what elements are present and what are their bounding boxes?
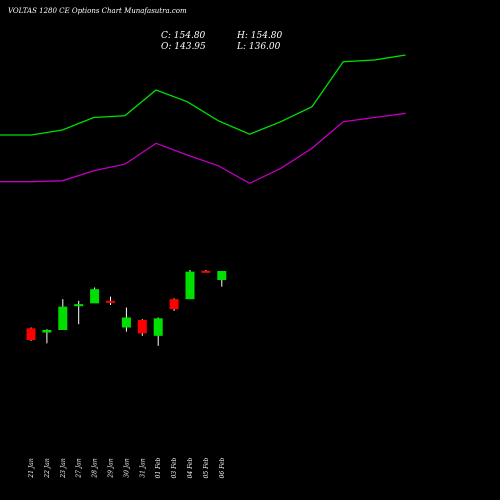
x-tick-label: 27 Jan xyxy=(76,458,83,479)
candle-29-jan xyxy=(106,296,115,305)
candle-body xyxy=(90,289,100,304)
x-tick-label: 31 Jan xyxy=(139,458,146,478)
chart-title: VOLTAS 1280 CE Options Chart Munafasutra… xyxy=(8,7,187,15)
candle-body xyxy=(106,300,115,303)
low-value: L: 136.00 xyxy=(237,42,281,52)
candle-body xyxy=(185,271,195,300)
candle-body xyxy=(217,271,227,281)
band-line-1 xyxy=(0,54,406,136)
candle-23-jan xyxy=(58,299,68,330)
candle-05-feb xyxy=(201,270,211,273)
band-line-2 xyxy=(0,112,406,185)
candle-06-feb xyxy=(217,271,227,287)
candle-body xyxy=(169,299,179,310)
x-tick-label: 30 Jan xyxy=(123,458,130,478)
candle-21-jan xyxy=(26,327,36,341)
candle-31-jan xyxy=(137,319,147,336)
candle-28-jan xyxy=(90,287,100,304)
x-tick-label: 23 Jan xyxy=(60,458,67,479)
candle-body xyxy=(42,330,52,333)
candle-body xyxy=(26,328,36,340)
candle-body xyxy=(137,320,147,334)
close-value: C: 154.80 xyxy=(161,31,206,41)
candle-27-jan xyxy=(74,300,84,325)
x-tick-label: 01 Feb xyxy=(155,457,162,478)
x-tick-label: 22 Jan xyxy=(44,458,51,479)
x-tick-label: 21 Jan xyxy=(28,458,35,479)
x-tick-label: 28 Jan xyxy=(92,458,99,479)
candle-body xyxy=(201,270,211,273)
x-tick-label: 06 Feb xyxy=(219,457,226,478)
candle-01-feb xyxy=(153,317,163,346)
candle-body xyxy=(74,304,84,307)
candle-body xyxy=(58,306,68,330)
candle-04-feb xyxy=(185,270,195,300)
x-tick-label: 03 Feb xyxy=(171,457,178,478)
high-value: H: 154.80 xyxy=(237,31,283,41)
candle-body xyxy=(121,317,131,328)
x-tick-label: 05 Feb xyxy=(203,457,210,478)
candle-22-jan xyxy=(42,329,52,344)
candle-body xyxy=(153,318,163,336)
x-tick-label: 04 Feb xyxy=(187,457,194,478)
open-value: O: 143.95 xyxy=(161,42,206,52)
candle-03-feb xyxy=(169,298,179,311)
candle-30-jan xyxy=(121,307,131,332)
x-tick-label: 29 Jan xyxy=(108,458,115,479)
